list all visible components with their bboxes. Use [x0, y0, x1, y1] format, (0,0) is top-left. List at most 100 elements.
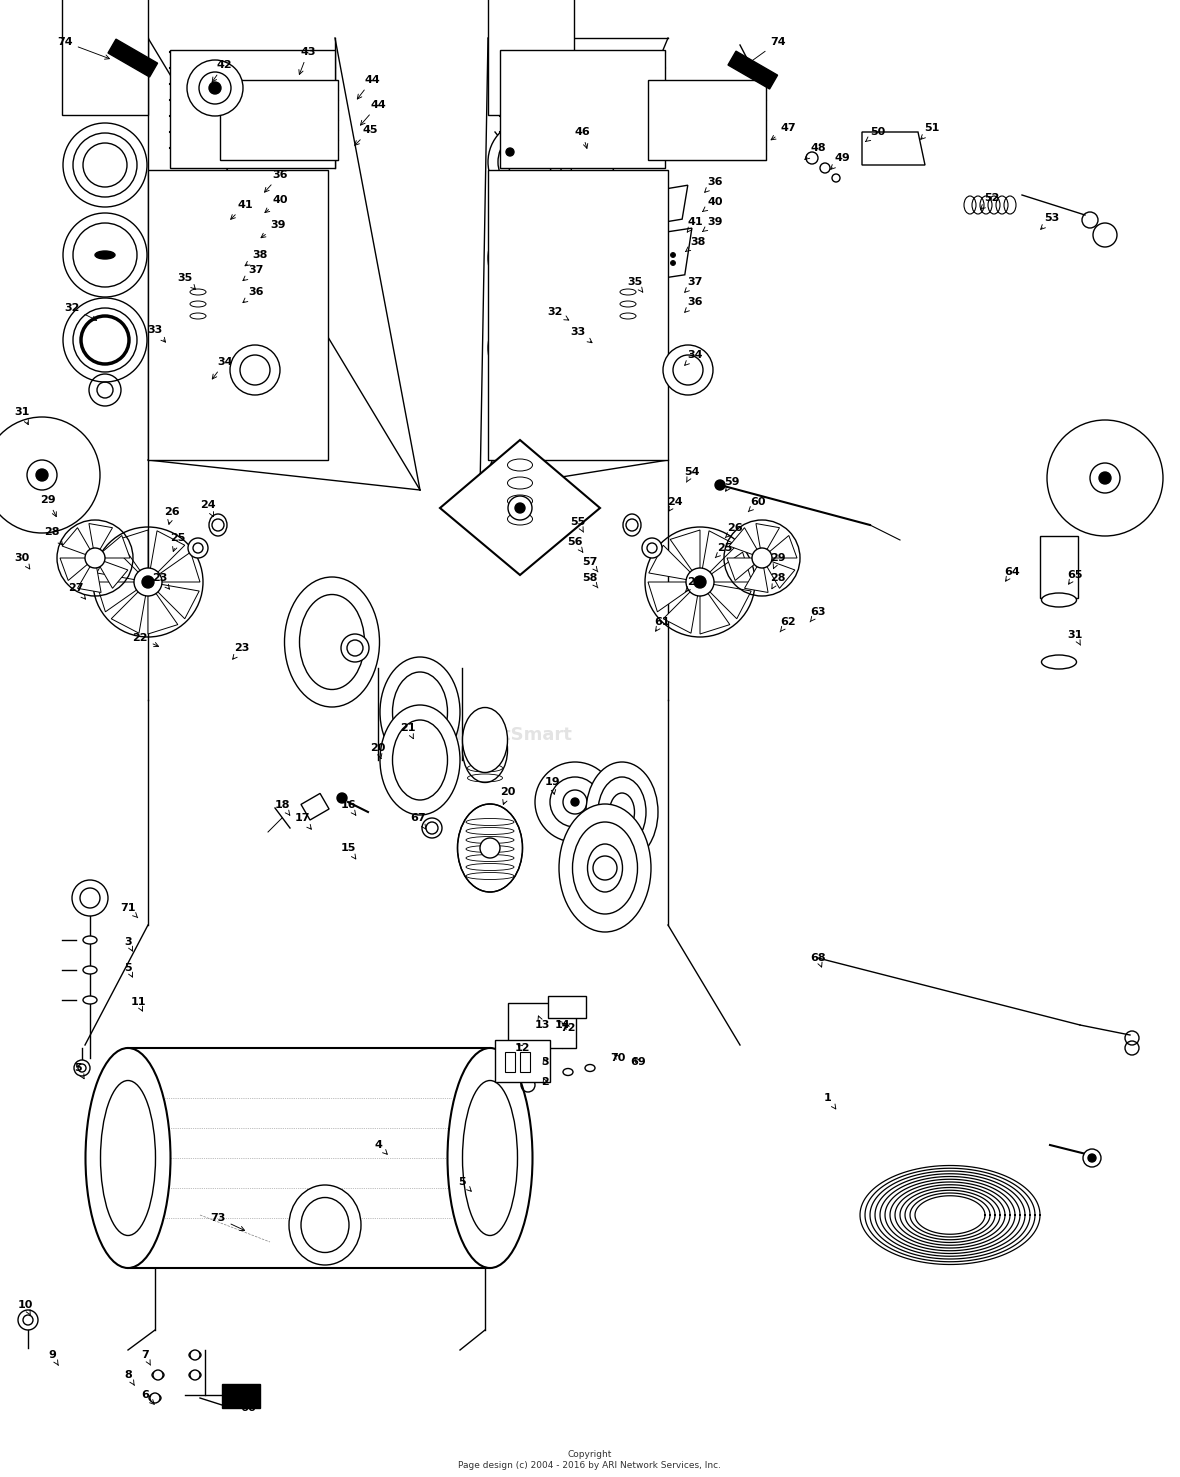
Text: 33: 33 [570, 326, 592, 343]
Text: 55: 55 [570, 517, 585, 532]
Circle shape [1088, 1154, 1096, 1162]
Text: 6: 6 [142, 1390, 155, 1405]
Text: 3: 3 [542, 1058, 549, 1066]
Polygon shape [767, 561, 795, 588]
Circle shape [142, 576, 155, 588]
Bar [500, 50, 666, 168]
Text: 32: 32 [548, 307, 569, 321]
Bar [222, 1384, 260, 1408]
Circle shape [489, 306, 572, 390]
Text: 19: 19 [544, 777, 559, 795]
Bar [509, 1003, 576, 1049]
Ellipse shape [341, 634, 369, 662]
Text: 39: 39 [261, 220, 286, 238]
Text: 38: 38 [245, 250, 268, 266]
Circle shape [670, 260, 675, 266]
Circle shape [480, 837, 500, 858]
Text: 36: 36 [243, 287, 264, 303]
Text: 4: 4 [374, 1140, 387, 1155]
Bar [63, 0, 148, 115]
Ellipse shape [623, 514, 641, 536]
Bar [548, 995, 586, 1018]
Bar [489, 0, 573, 115]
Ellipse shape [507, 495, 532, 507]
Text: 30: 30 [14, 552, 30, 569]
Text: 15: 15 [340, 843, 356, 860]
Bar [648, 80, 766, 160]
Ellipse shape [83, 936, 97, 944]
Polygon shape [727, 558, 754, 580]
Text: 26: 26 [726, 523, 743, 538]
Text: 36: 36 [704, 177, 722, 192]
Circle shape [257, 253, 262, 257]
Bar [219, 80, 337, 160]
Text: 64: 64 [1004, 567, 1020, 580]
Circle shape [694, 576, 706, 588]
Polygon shape [78, 567, 101, 592]
Polygon shape [756, 523, 780, 549]
Text: 37: 37 [684, 278, 702, 292]
Polygon shape [638, 227, 691, 282]
Circle shape [489, 120, 572, 204]
Text: 5: 5 [124, 963, 132, 978]
Text: 52: 52 [981, 193, 999, 210]
Ellipse shape [289, 1185, 361, 1264]
Text: 41: 41 [687, 217, 703, 232]
Ellipse shape [83, 966, 97, 973]
Text: 69: 69 [630, 1058, 645, 1066]
Ellipse shape [507, 513, 532, 524]
Circle shape [514, 504, 525, 513]
Polygon shape [769, 536, 796, 558]
Text: 40: 40 [264, 195, 288, 213]
Text: 23: 23 [686, 578, 702, 592]
Circle shape [242, 253, 247, 257]
Text: 8: 8 [124, 1371, 135, 1385]
Circle shape [655, 253, 660, 257]
Polygon shape [159, 552, 199, 582]
Text: 74: 74 [745, 37, 786, 66]
Polygon shape [63, 527, 90, 554]
Text: 44: 44 [358, 75, 380, 99]
Circle shape [662, 253, 668, 257]
Circle shape [663, 346, 713, 394]
Circle shape [1083, 1149, 1101, 1167]
Text: 43: 43 [299, 47, 316, 74]
Text: 1: 1 [824, 1093, 835, 1109]
Polygon shape [238, 185, 277, 225]
Ellipse shape [380, 705, 460, 815]
Polygon shape [670, 530, 700, 570]
Circle shape [188, 538, 208, 558]
Text: 2: 2 [542, 1077, 549, 1087]
Text: 31: 31 [14, 408, 30, 424]
Ellipse shape [380, 657, 460, 767]
Text: 25: 25 [170, 533, 185, 551]
Polygon shape [745, 567, 768, 592]
Text: 36: 36 [684, 297, 703, 312]
Polygon shape [712, 552, 752, 582]
Text: 61: 61 [654, 617, 670, 631]
Text: 68: 68 [811, 953, 826, 967]
Circle shape [509, 496, 532, 520]
Text: 44: 44 [360, 100, 386, 126]
Bar [1040, 536, 1079, 598]
Ellipse shape [559, 803, 651, 932]
Circle shape [190, 1371, 199, 1380]
Circle shape [1047, 419, 1163, 536]
Polygon shape [649, 545, 690, 579]
Text: 34: 34 [684, 350, 703, 365]
Text: 12: 12 [514, 1043, 530, 1053]
Text: 72: 72 [560, 1024, 576, 1032]
Polygon shape [118, 530, 148, 570]
Text: 29: 29 [40, 495, 57, 517]
Circle shape [190, 1350, 199, 1360]
Ellipse shape [507, 477, 532, 489]
Ellipse shape [463, 718, 507, 783]
Text: 7: 7 [142, 1350, 151, 1365]
Bar [505, 1052, 514, 1072]
Text: 67: 67 [411, 812, 426, 829]
Text: 27: 27 [68, 583, 85, 600]
Circle shape [642, 538, 662, 558]
Circle shape [63, 298, 148, 383]
Polygon shape [729, 527, 758, 554]
Polygon shape [225, 227, 278, 282]
